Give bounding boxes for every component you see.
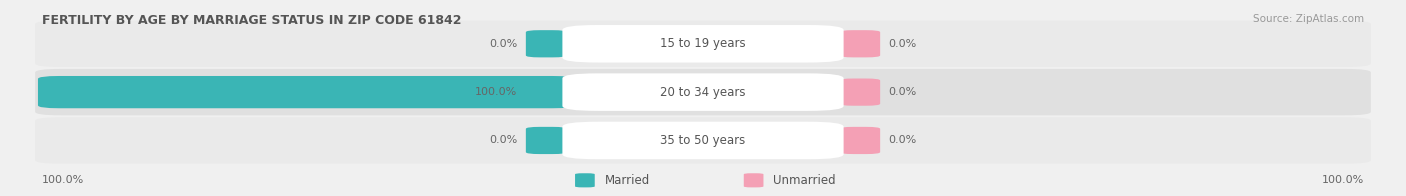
Text: 100.0%: 100.0% (1322, 175, 1364, 185)
Text: 35 to 50 years: 35 to 50 years (661, 134, 745, 147)
Text: Unmarried: Unmarried (773, 174, 837, 187)
Text: FERTILITY BY AGE BY MARRIAGE STATUS IN ZIP CODE 61842: FERTILITY BY AGE BY MARRIAGE STATUS IN Z… (42, 14, 461, 27)
Text: Source: ZipAtlas.com: Source: ZipAtlas.com (1253, 14, 1364, 24)
Text: 0.0%: 0.0% (889, 39, 917, 49)
Text: 0.0%: 0.0% (889, 135, 917, 145)
Text: 100.0%: 100.0% (475, 87, 517, 97)
Text: Married: Married (605, 174, 650, 187)
Text: 0.0%: 0.0% (489, 135, 517, 145)
Text: 0.0%: 0.0% (889, 87, 917, 97)
Text: 20 to 34 years: 20 to 34 years (661, 86, 745, 99)
Text: 0.0%: 0.0% (489, 39, 517, 49)
Text: 15 to 19 years: 15 to 19 years (661, 37, 745, 50)
Text: 100.0%: 100.0% (42, 175, 84, 185)
